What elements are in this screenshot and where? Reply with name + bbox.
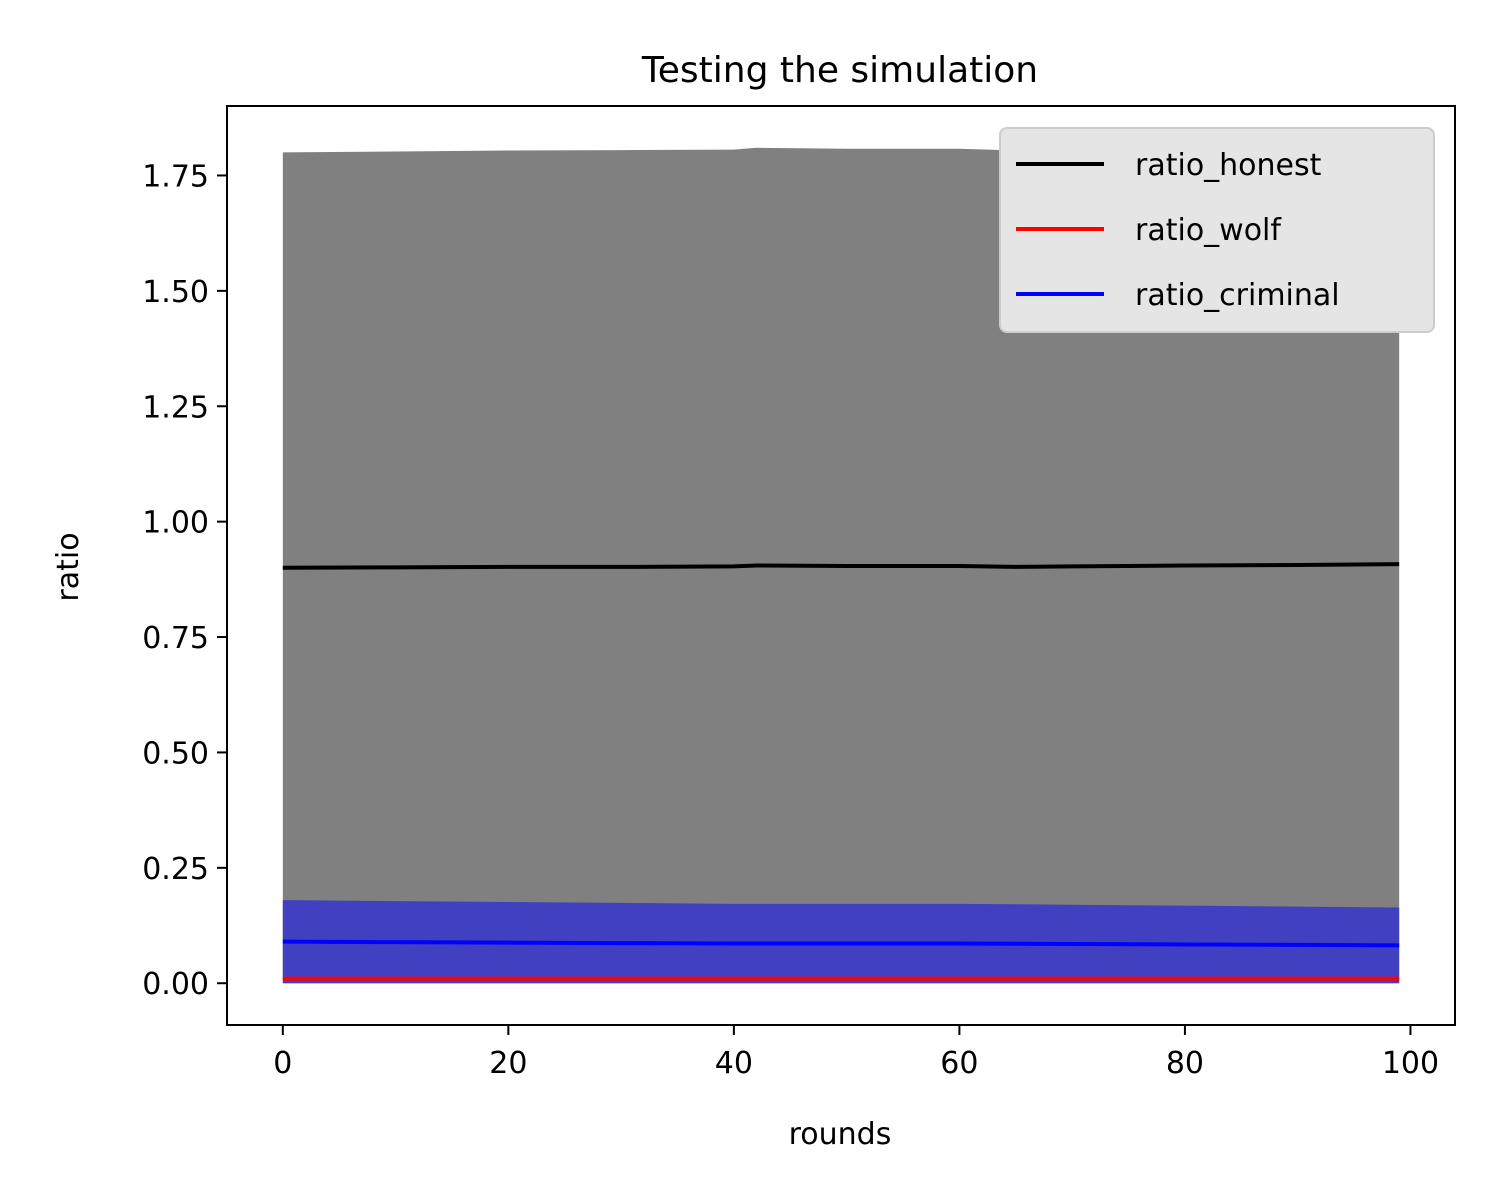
y-tick-label: 1.00 (142, 506, 209, 541)
y-tick-label: 0.25 (142, 852, 209, 887)
y-tick-label: 1.75 (142, 159, 209, 194)
legend-label-ratio-honest: ratio_honest (1135, 148, 1322, 183)
y-tick-label: 1.25 (142, 390, 209, 425)
chart-title: Testing the simulation (641, 50, 1038, 91)
legend-label-ratio-wolf: ratio_wolf (1135, 213, 1282, 248)
x-tick-label: 0 (273, 1046, 292, 1081)
x-tick-label: 60 (940, 1046, 978, 1081)
series-line-ratio-honest (282, 562, 1400, 570)
plot-area (282, 145, 1400, 984)
series-line-ratio-criminal (282, 939, 1400, 948)
y-tick-label: 0.00 (142, 967, 209, 1002)
y-tick-label: 0.75 (142, 621, 209, 656)
x-tick-label: 20 (489, 1046, 527, 1081)
legend: ratio_honest ratio_wolf ratio_criminal (999, 127, 1435, 333)
x-tick-label: 80 (1166, 1046, 1204, 1081)
x-tick-label: 100 (1382, 1046, 1439, 1081)
axes-frame (226, 105, 1456, 1026)
legend-box (999, 127, 1435, 333)
x-axis-label: rounds (789, 1117, 892, 1152)
axes: 0 20 40 60 80 100 0.00 0.25 0.50 0.75 1.00 1.25 1.50… (142, 105, 1456, 1081)
legend-label-ratio-criminal: ratio_criminal (1135, 278, 1340, 313)
y-tick-label: 0.50 (142, 736, 209, 771)
y-tick-label: 1.50 (142, 275, 209, 310)
x-tick-label: 40 (715, 1046, 753, 1081)
y-axis-label: ratio (51, 532, 86, 601)
